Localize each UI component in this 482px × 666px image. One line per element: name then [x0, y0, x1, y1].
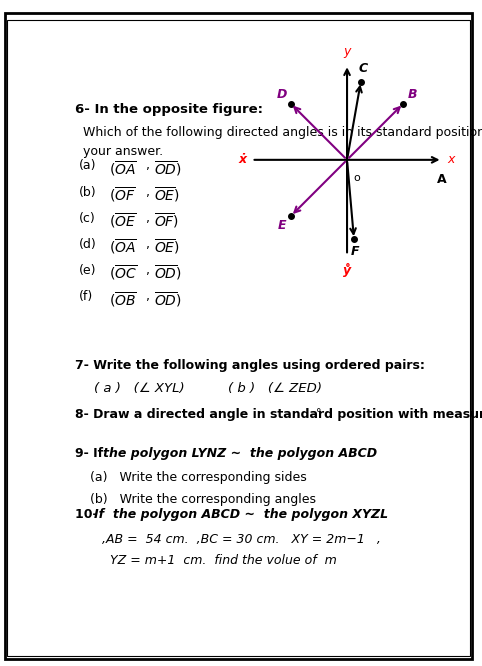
Text: ,: , — [143, 212, 150, 224]
Text: 10-: 10- — [75, 508, 102, 521]
Text: 8- Draw a directed angle in standard position with measure  120: 8- Draw a directed angle in standard pos… — [75, 408, 482, 421]
Text: ẙ: ẙ — [343, 262, 351, 276]
Text: (b): (b) — [79, 186, 96, 198]
Text: $\overline{OE})$: $\overline{OE})$ — [154, 238, 179, 256]
Text: (a): (a) — [79, 159, 96, 172]
Text: ẋ: ẋ — [238, 153, 246, 166]
Text: E: E — [278, 218, 286, 232]
Text: (e): (e) — [79, 264, 96, 277]
Text: x: x — [448, 153, 455, 166]
Text: 7- Write the following angles using ordered pairs:: 7- Write the following angles using orde… — [75, 360, 425, 372]
Text: $(\overline{OE}$: $(\overline{OE}$ — [109, 212, 136, 230]
Text: (b)   Write the corresponding angles: (b) Write the corresponding angles — [90, 493, 316, 505]
Text: (c): (c) — [79, 212, 96, 224]
Text: (a)   Write the corresponding sides: (a) Write the corresponding sides — [90, 472, 307, 484]
Text: $\overline{OD})$: $\overline{OD})$ — [154, 159, 181, 178]
Text: $(\overline{OA}$: $(\overline{OA}$ — [109, 238, 136, 256]
Text: ,: , — [143, 264, 150, 277]
Text: 6- In the opposite figure:: 6- In the opposite figure: — [75, 103, 263, 116]
Text: A: A — [437, 172, 447, 186]
Text: $\overline{OD})$: $\overline{OD})$ — [154, 290, 181, 308]
Text: °: ° — [316, 408, 321, 418]
Text: y: y — [343, 45, 351, 58]
Text: ,: , — [143, 159, 150, 172]
Text: (d): (d) — [79, 238, 97, 251]
Text: $(\overline{OC}$: $(\overline{OC}$ — [109, 264, 137, 282]
Text: ( b )   (∠ ZED): ( b ) (∠ ZED) — [228, 382, 322, 396]
Text: C: C — [359, 63, 368, 75]
Text: $(\overline{OA}$: $(\overline{OA}$ — [109, 159, 136, 178]
Text: $(\overline{OB}$: $(\overline{OB}$ — [109, 290, 137, 308]
Text: ,: , — [143, 290, 150, 303]
Text: ,: , — [143, 238, 150, 251]
Text: ,AB =  54 cm.  ,BC = 30 cm.   XY = 2m−1   ,: ,AB = 54 cm. ,BC = 30 cm. XY = 2m−1 , — [94, 533, 381, 545]
Text: $(\overline{OF}$: $(\overline{OF}$ — [109, 186, 135, 204]
Text: D: D — [277, 88, 287, 101]
Text: (f): (f) — [79, 290, 93, 303]
Text: your answer.: your answer. — [83, 145, 163, 158]
Text: F: F — [351, 245, 359, 258]
Text: YZ = m+1  cm.  find the volue of  m: YZ = m+1 cm. find the volue of m — [94, 554, 336, 567]
Text: Which of the following directed angles is in its standard position? Explain: Which of the following directed angles i… — [83, 126, 482, 139]
Text: If  the polygon ABCD ∼  the polygon XYZL: If the polygon ABCD ∼ the polygon XYZL — [94, 508, 388, 521]
Text: $\overline{OF})$: $\overline{OF})$ — [154, 212, 179, 230]
Text: the polygon LYNZ ∼  the polygon ABCD: the polygon LYNZ ∼ the polygon ABCD — [103, 447, 377, 460]
Text: B: B — [407, 88, 417, 101]
Text: $\overline{OE})$: $\overline{OE})$ — [154, 186, 179, 204]
Text: ,: , — [143, 186, 150, 198]
Text: o: o — [353, 172, 360, 182]
Text: ( a )   (∠ XYL): ( a ) (∠ XYL) — [94, 382, 185, 396]
Text: 9- If: 9- If — [75, 447, 112, 460]
Text: $\overline{OD})$: $\overline{OD})$ — [154, 264, 181, 282]
